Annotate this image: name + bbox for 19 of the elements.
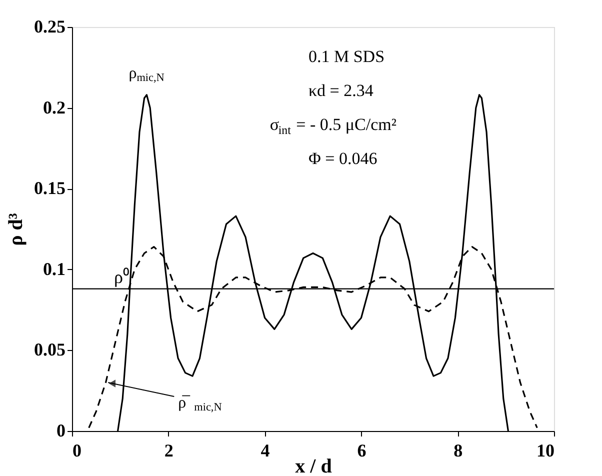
x-tick-label: 0: [72, 440, 82, 460]
x-tick-label: 4: [260, 440, 270, 460]
y-tick-label: 0.15: [34, 178, 66, 198]
x-tick-label: 2: [164, 440, 174, 460]
y-tick-label: 0.1: [43, 258, 66, 279]
x-tick-label: 6: [357, 440, 366, 460]
y-tick-label: 0.05: [34, 340, 66, 360]
y-axis-title: ρ d³: [5, 213, 27, 246]
ref-line-label: ρ⁰: [114, 266, 129, 287]
annotation: ρ̅mic,N: [178, 394, 222, 414]
x-axis-title: x / d: [295, 456, 332, 476]
y-tick-label: 0.25: [34, 16, 66, 36]
annotation: 0.1 M SDS: [308, 47, 385, 66]
x-tick-label: 10: [536, 440, 554, 460]
y-tick-label: 0: [56, 420, 66, 440]
annotation: κd = 2.34: [308, 81, 374, 100]
x-tick-label: 8: [454, 440, 463, 460]
y-tick-label: 0.2: [43, 97, 66, 118]
annotation: Φ = 0.046: [308, 149, 378, 168]
